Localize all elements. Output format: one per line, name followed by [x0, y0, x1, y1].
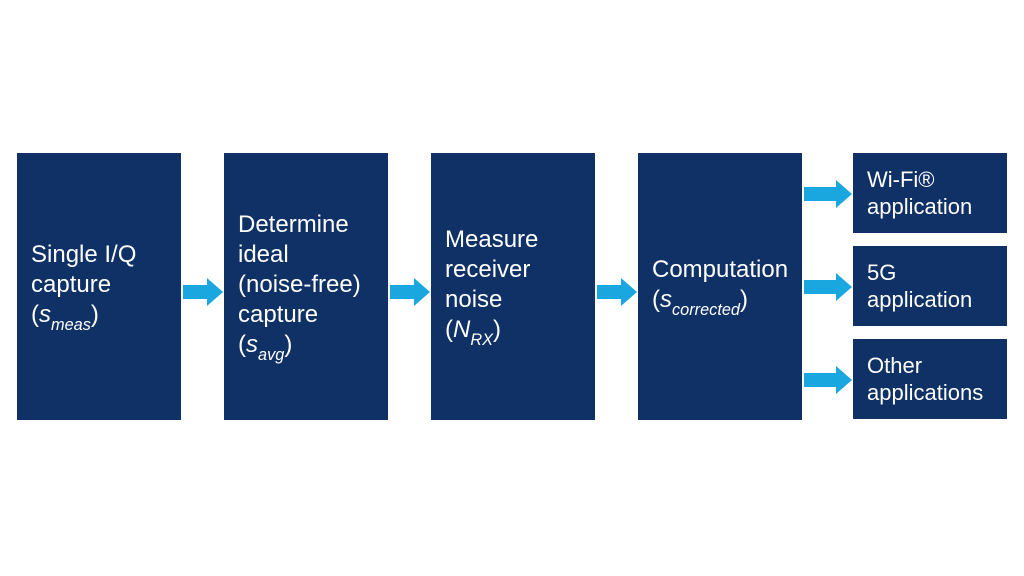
node-label: 5G application	[867, 259, 972, 314]
var: s	[246, 331, 258, 358]
node-out-other: Other applications	[853, 339, 1007, 419]
node-label: Measure receiver noise (NRX)	[445, 225, 538, 348]
arrow-icon	[804, 273, 852, 301]
t: noise	[445, 286, 502, 313]
t: Wi‑Fi®	[867, 167, 935, 192]
node-label: Single I/Q capture (smeas)	[31, 240, 136, 333]
t: application	[867, 194, 972, 219]
arrow-icon	[183, 278, 223, 306]
t: Single I/Q	[31, 241, 136, 268]
sub: corrected	[672, 301, 740, 319]
var: s	[660, 286, 672, 313]
node-label: Determine ideal (noise‑free) capture (sa…	[238, 210, 361, 363]
sub: avg	[258, 346, 284, 364]
node-label: Computation (scorrected)	[652, 255, 788, 318]
t: applications	[867, 380, 983, 405]
arrow-icon	[597, 278, 637, 306]
node-out-wifi: Wi‑Fi® application	[853, 153, 1007, 233]
node-determine-ideal: Determine ideal (noise‑free) capture (sa…	[224, 153, 388, 420]
node-label: Other applications	[867, 352, 983, 407]
t: Other	[867, 353, 922, 378]
arrow-icon	[390, 278, 430, 306]
node-computation: Computation (scorrected)	[638, 153, 802, 420]
var: s	[39, 301, 51, 328]
t: ideal	[238, 241, 289, 268]
node-out-5g: 5G application	[853, 246, 1007, 326]
t: capture	[238, 301, 318, 328]
arrow-icon	[804, 366, 852, 394]
t: application	[867, 287, 972, 312]
node-single-iq: Single I/Q capture (smeas)	[17, 153, 181, 420]
t: capture	[31, 271, 111, 298]
t: Measure	[445, 226, 538, 253]
t: 5G	[867, 260, 896, 285]
node-measure-noise: Measure receiver noise (NRX)	[431, 153, 595, 420]
var: N	[453, 316, 470, 343]
node-label: Wi‑Fi® application	[867, 166, 972, 221]
t: receiver	[445, 256, 530, 283]
flow-diagram: Single I/Q capture (smeas) Determine ide…	[0, 0, 1024, 576]
sub: RX	[470, 331, 493, 349]
sub: meas	[51, 316, 91, 334]
t: Computation	[652, 256, 788, 283]
t: Determine	[238, 211, 349, 238]
arrow-icon	[804, 180, 852, 208]
t: (noise‑free)	[238, 271, 361, 298]
